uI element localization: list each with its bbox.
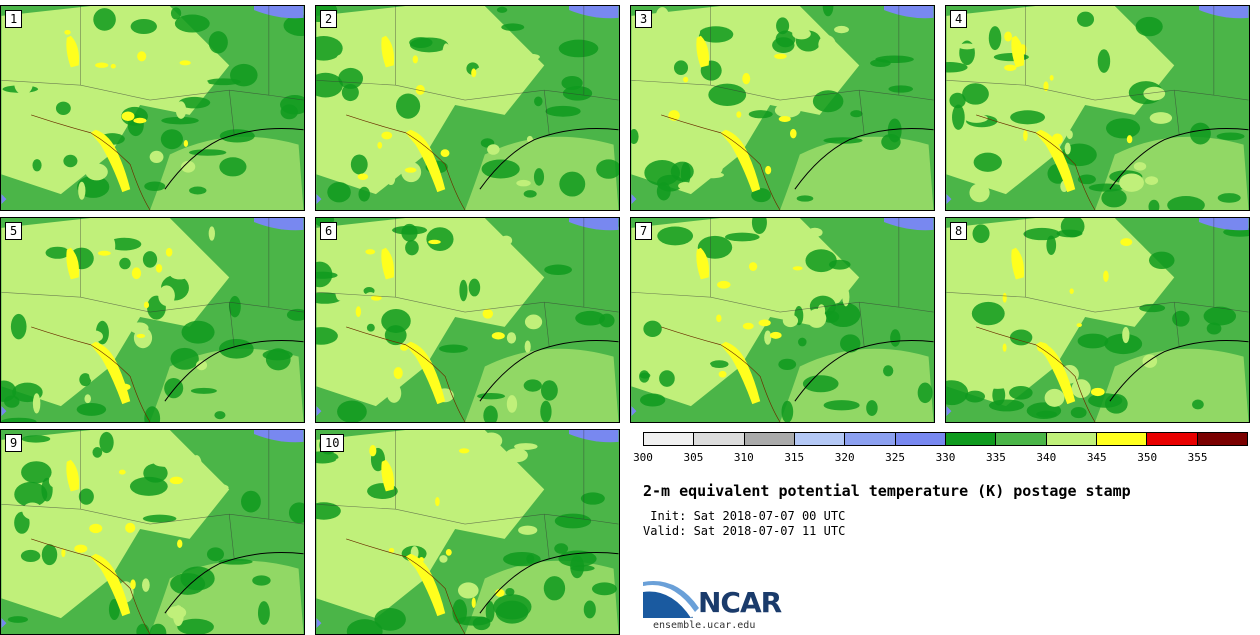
colorbar-segment: [694, 433, 745, 445]
colorbar-tick-label: 305: [683, 451, 704, 464]
colorbar-segment: [945, 433, 997, 445]
member-number-label: 9: [5, 434, 23, 452]
colorbar-segment: [794, 433, 846, 445]
valid-time: Valid: Sat 2018-07-07 11 UTC: [643, 524, 846, 538]
colorbar-tick-label: 345: [1086, 451, 1107, 464]
colorbar-tick-label: 300: [633, 451, 653, 464]
colorbar-tick-label: 335: [985, 451, 1006, 464]
colorbar-segment: [1147, 433, 1198, 445]
colorbar-segment: [644, 433, 695, 445]
colorbar-segment: [845, 433, 896, 445]
member-number-label: 6: [320, 222, 338, 240]
ensemble-member-map: 10: [315, 429, 620, 635]
colorbar-tick-label: 320: [834, 451, 855, 464]
colorbar-tick-label: 315: [784, 451, 805, 464]
ensemble-member-map: 8: [945, 217, 1250, 423]
colorbar-tick-label: 330: [935, 451, 956, 464]
ensemble-member-map: 1: [0, 5, 305, 211]
colorbar-tick-label: 340: [1036, 451, 1057, 464]
member-number-label: 8: [950, 222, 968, 240]
colorbar-segment: [1096, 433, 1148, 445]
ensemble-url: ensemble.ucar.edu: [653, 620, 756, 631]
colorbar-tick-label: 355: [1187, 451, 1208, 464]
ncar-logo-icon: [643, 581, 699, 618]
colorbar-segment: [996, 433, 1047, 445]
colorbar: [643, 432, 1248, 446]
colorbar-segment: [1197, 433, 1247, 445]
ensemble-member-map: 7: [630, 217, 935, 423]
plot-title: 2-m equivalent potential temperature (K)…: [643, 482, 1131, 500]
ensemble-member-map: 3: [630, 5, 935, 211]
colorbar-ticks: 300 305 310 315 320 325 330 335 340 345 350 355: [633, 451, 1248, 465]
colorbar-tick-label: 310: [733, 451, 754, 464]
member-number-label: 10: [320, 434, 345, 452]
member-number-label: 1: [5, 10, 23, 28]
colorbar-tick-label: 325: [885, 451, 906, 464]
member-number-label: 4: [950, 10, 968, 28]
colorbar-segment: [895, 433, 946, 445]
colorbar-segment: [1046, 433, 1097, 445]
ensemble-member-map: 6: [315, 217, 620, 423]
member-number-label: 3: [635, 10, 653, 28]
init-time: Init: Sat 2018-07-07 00 UTC: [643, 509, 846, 523]
member-number-label: 7: [635, 222, 653, 240]
member-number-label: 5: [5, 222, 23, 240]
ensemble-member-map: 5: [0, 217, 305, 423]
ensemble-member-map: 2: [315, 5, 620, 211]
ncar-logo-text: NCAR: [698, 586, 782, 619]
member-number-label: 2: [320, 10, 338, 28]
colorbar-tick-label: 350: [1137, 451, 1158, 464]
colorbar-segment: [744, 433, 795, 445]
ensemble-member-map: 9: [0, 429, 305, 635]
ensemble-member-map: 4: [945, 5, 1250, 211]
